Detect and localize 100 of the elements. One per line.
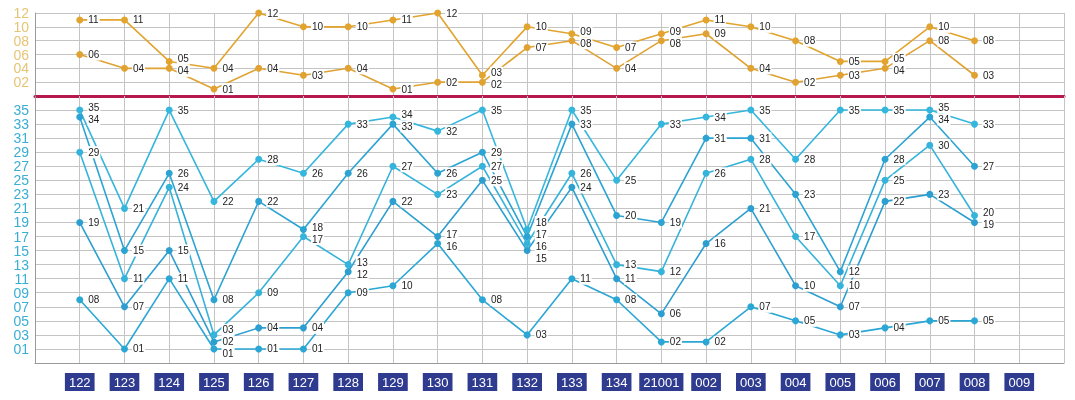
data-label: 26 [714,167,727,179]
x-tick-label: 008 [963,375,986,390]
y-tick-label: 13 [13,256,30,273]
point [299,324,307,332]
point [255,324,263,332]
point [971,120,979,128]
data-label: 31 [714,132,727,144]
data-label: 20 [625,209,637,221]
y-tick-label: 08 [13,32,30,49]
y-tick-label: 03 [13,326,30,343]
data-label: 08 [625,294,637,306]
data-label: 04 [267,322,279,334]
point [568,106,576,114]
data-label: 13 [356,256,369,268]
point [747,204,755,212]
x-tick-label: 129 [382,375,404,390]
data-label: 02 [714,336,727,348]
y-tick-label: 17 [13,228,30,245]
point [747,64,755,72]
data-label: 01 [132,343,145,355]
point [702,240,710,248]
data-label: 11 [714,14,726,26]
data-label: 09 [356,287,369,299]
data-label: 08 [983,35,995,47]
point [165,183,173,191]
data-label: 33 [580,118,592,130]
point [881,197,889,205]
data-label: 15 [132,245,145,257]
data-label: 24 [580,181,592,193]
point [613,176,621,184]
point [836,268,844,276]
point [434,127,442,135]
data-label: 34 [938,114,950,126]
data-label: 35 [893,104,906,116]
data-label: 11 [625,273,636,285]
point [434,169,442,177]
data-label: 25 [893,174,906,186]
point [971,162,979,170]
data-label: 16 [446,240,458,252]
point [971,218,979,226]
point [613,211,621,219]
point [836,282,844,290]
data-label: 10 [759,21,771,33]
point [836,71,844,79]
point [344,289,352,297]
point [747,303,755,311]
data-label: 35 [759,104,771,116]
point [389,162,397,170]
y-tick-label: 35 [13,102,30,119]
data-label: 35 [177,104,190,116]
data-label: 19 [669,216,682,228]
point [478,162,486,170]
data-label: 13 [625,259,637,271]
point [971,317,979,325]
data-label: 22 [267,195,279,207]
data-label: 02 [490,79,503,91]
point [523,23,531,31]
data-label: 27 [490,160,503,172]
point [568,169,576,177]
point [523,331,531,339]
point [613,64,621,72]
data-label: 18 [535,216,548,228]
data-label: 30 [938,139,950,151]
data-label: 28 [759,153,771,165]
data-label: 23 [938,188,950,200]
data-label: 05 [804,315,816,327]
data-label: 10 [535,21,548,33]
data-label: 10 [938,21,950,33]
point [120,303,128,311]
data-label: 34 [88,114,100,126]
point [657,310,665,318]
data-label: 02 [804,76,816,88]
data-label: 11 [580,273,592,285]
x-tick-label: 007 [918,375,941,390]
data-label: 02 [222,336,235,348]
y-tick-label: 23 [13,186,30,203]
data-label: 17 [535,228,548,240]
point [702,169,710,177]
data-label: 19 [983,219,995,231]
point [478,296,486,304]
data-label: 17 [446,228,458,240]
point [792,190,800,198]
point [76,113,84,121]
x-tick-label: 006 [874,375,896,390]
point [210,64,218,72]
data-label: 10 [311,21,324,33]
data-label: 35 [580,104,592,116]
data-label: 16 [535,240,548,252]
point [389,282,397,290]
x-tick-label: 005 [829,375,852,390]
x-tick-label: 21001 [643,375,680,390]
data-label: 31 [759,132,771,144]
data-label: 27 [983,160,995,172]
point [120,16,128,24]
data-label: 07 [625,42,637,54]
point [657,218,665,226]
x-tick-label: 122 [68,375,91,390]
data-label: 01 [267,343,279,355]
point [76,16,84,24]
data-label: 10 [848,280,861,292]
